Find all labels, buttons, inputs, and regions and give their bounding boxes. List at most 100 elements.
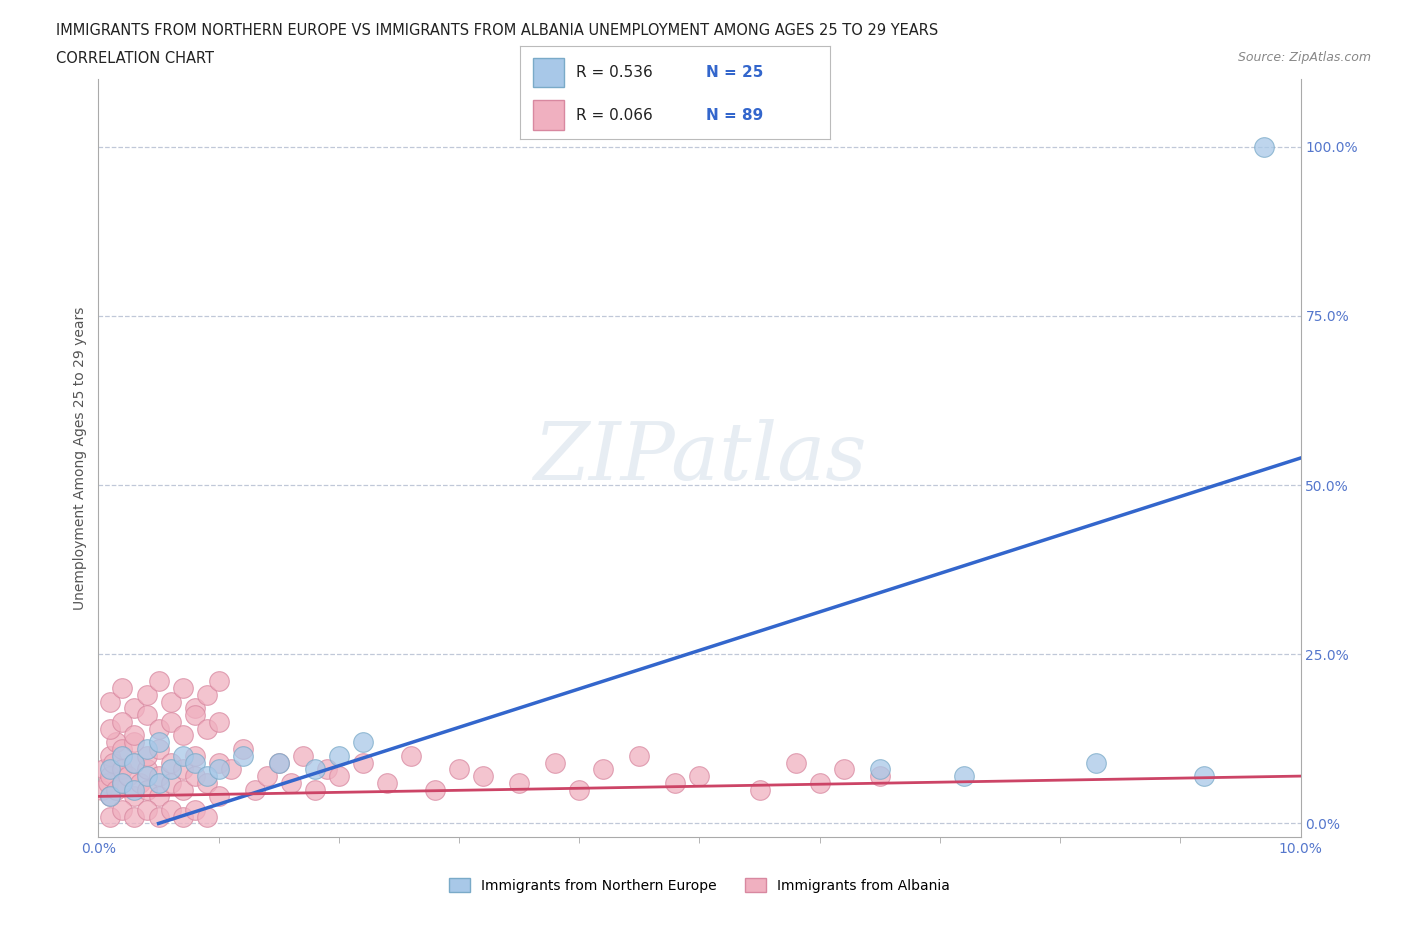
Point [592,762,614,777]
Point [195,722,218,737]
Point [375,776,398,790]
Point [688,769,710,784]
Point [172,728,194,743]
Point [111,803,134,817]
Point [869,762,891,777]
Point [91,782,114,797]
Point [135,749,157,764]
Point [159,755,181,770]
Point [148,769,170,784]
Point [183,769,205,784]
Point [101,755,124,770]
Point [195,809,218,824]
Point [100,789,122,804]
Point [148,789,170,804]
Point [100,789,122,804]
Point [267,755,290,770]
Point [352,735,374,750]
Text: R = 0.066: R = 0.066 [576,108,652,123]
Point [135,708,157,723]
Point [243,782,266,797]
Point [111,681,134,696]
Point [148,722,170,737]
Point [159,803,181,817]
Point [291,749,314,764]
Point [100,694,122,709]
Point [183,755,205,770]
Point [232,741,254,756]
FancyBboxPatch shape [533,58,564,87]
Text: N = 25: N = 25 [706,65,763,80]
Point [1253,140,1275,154]
Point [159,714,181,729]
Point [208,789,231,804]
Text: ZIPatlas: ZIPatlas [533,419,866,497]
Point [159,776,181,790]
Point [172,762,194,777]
Y-axis label: Unemployment Among Ages 25 to 29 years: Unemployment Among Ages 25 to 29 years [73,306,87,610]
Point [135,782,157,797]
Point [148,809,170,824]
Point [100,749,122,764]
Point [195,776,218,790]
Text: CORRELATION CHART: CORRELATION CHART [56,51,214,66]
Point [208,714,231,729]
Point [117,769,139,784]
Point [111,741,134,756]
Point [148,735,170,750]
Point [183,803,205,817]
Point [124,728,146,743]
Point [328,749,350,764]
Point [172,749,194,764]
Point [100,809,122,824]
Point [183,749,205,764]
Point [148,741,170,756]
Point [953,769,976,784]
Point [808,776,831,790]
Point [447,762,470,777]
Point [172,782,194,797]
Point [399,749,422,764]
Point [111,776,134,790]
Legend: Immigrants from Northern Europe, Immigrants from Albania: Immigrants from Northern Europe, Immigra… [444,872,955,898]
Point [183,708,205,723]
Point [315,762,337,777]
Point [100,769,122,784]
Point [195,687,218,702]
Point [423,782,446,797]
Point [111,776,134,790]
Point [267,755,290,770]
Point [1194,769,1216,784]
Point [352,755,374,770]
Point [508,776,530,790]
Point [208,755,231,770]
Point [208,762,231,777]
Point [172,681,194,696]
Point [105,782,128,797]
Point [129,776,152,790]
Point [628,749,651,764]
Point [183,701,205,716]
Point [832,762,855,777]
Point [328,769,350,784]
Point [135,762,157,777]
Point [159,762,181,777]
Point [124,755,146,770]
Point [124,735,146,750]
Point [135,769,157,784]
Point [195,769,218,784]
Point [159,694,181,709]
Point [568,782,591,797]
Text: R = 0.536: R = 0.536 [576,65,652,80]
FancyBboxPatch shape [533,100,564,130]
Point [869,769,891,784]
Point [124,755,146,770]
Text: IMMIGRANTS FROM NORTHERN EUROPE VS IMMIGRANTS FROM ALBANIA UNEMPLOYMENT AMONG AG: IMMIGRANTS FROM NORTHERN EUROPE VS IMMIG… [56,23,938,38]
Point [1085,755,1108,770]
Point [135,803,157,817]
Point [208,674,231,689]
Point [105,735,128,750]
Point [544,755,567,770]
Point [472,769,495,784]
Point [124,701,146,716]
